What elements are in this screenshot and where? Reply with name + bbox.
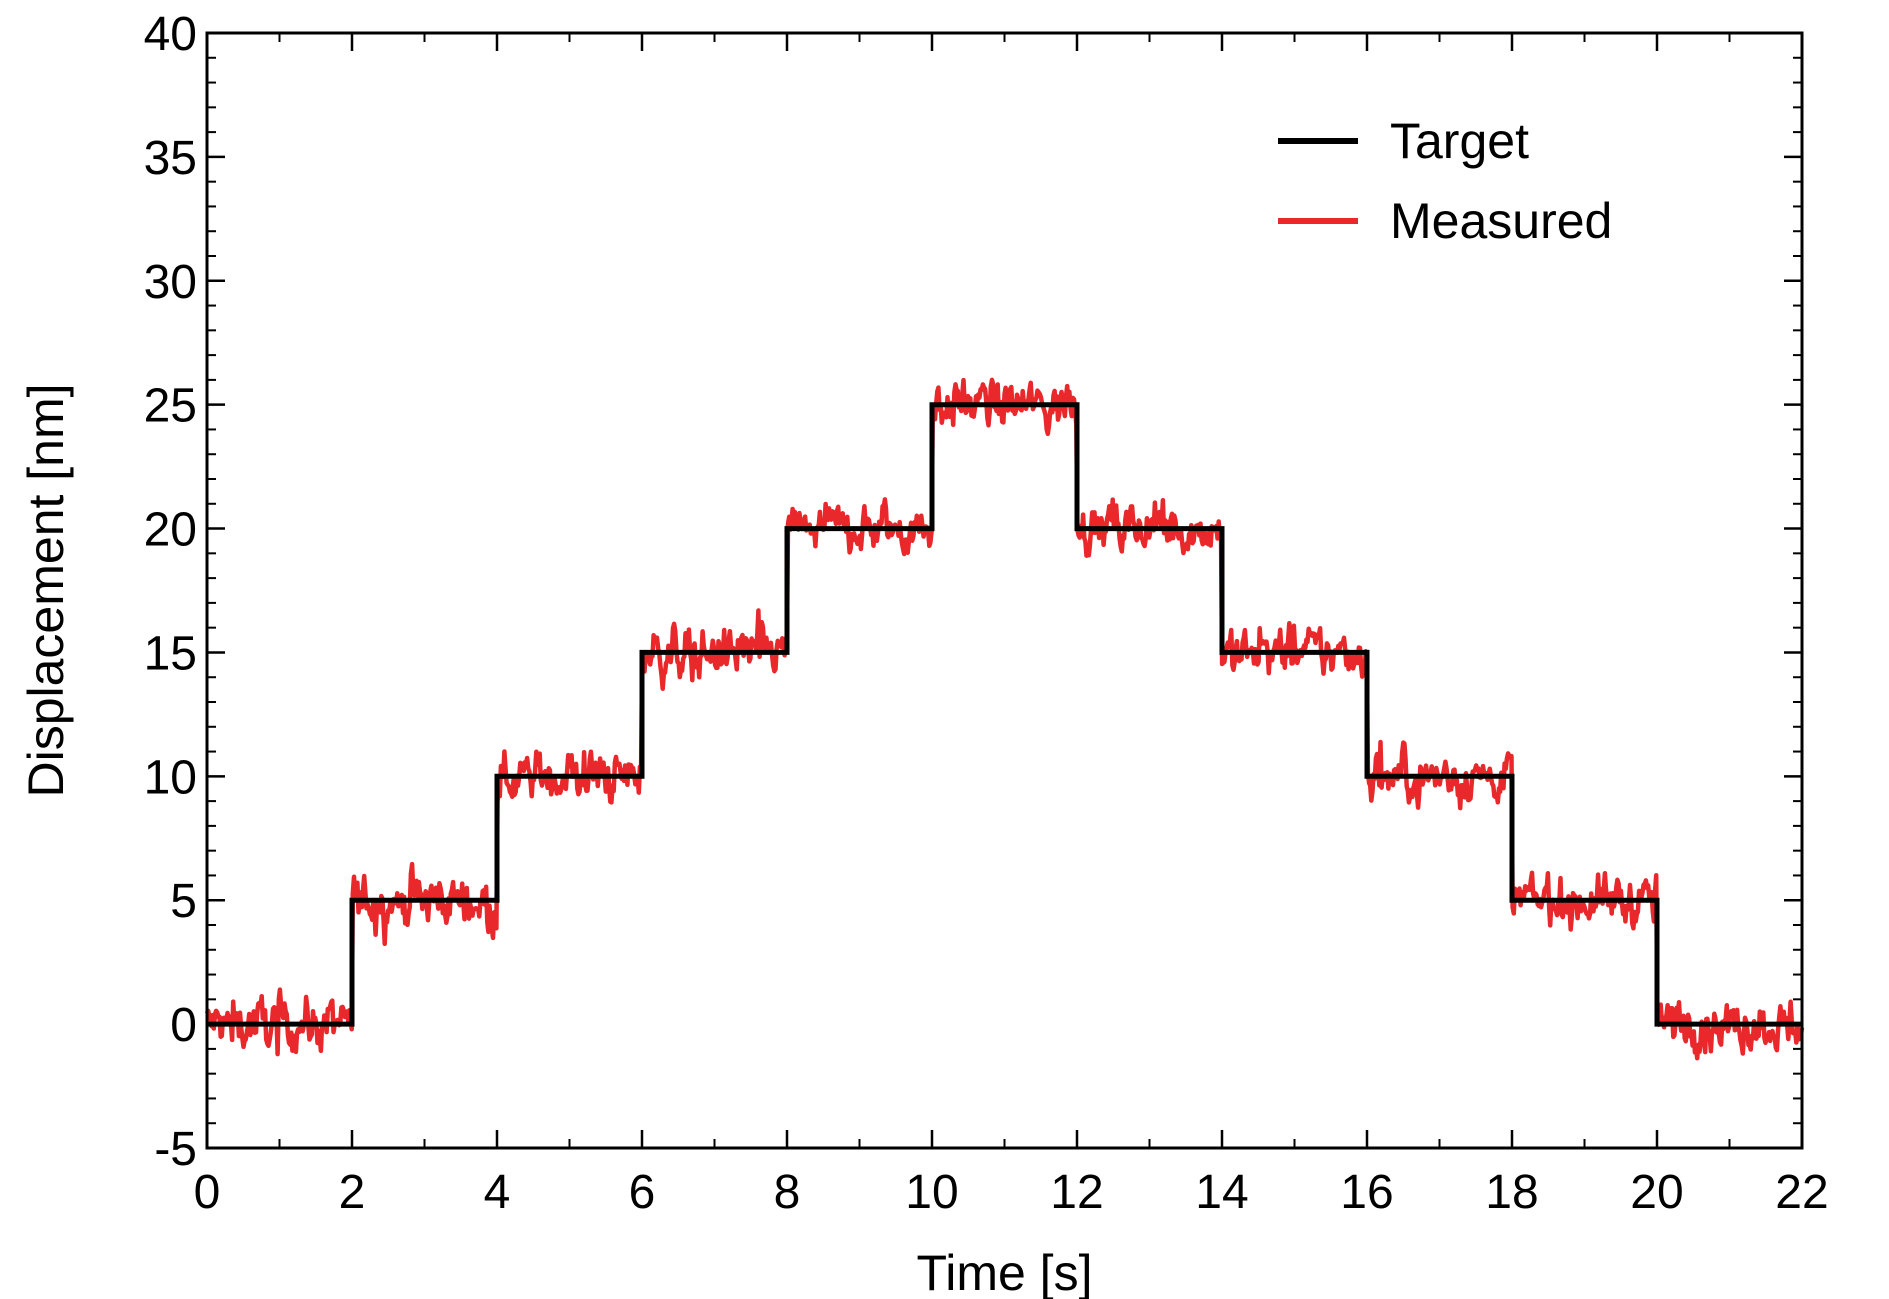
x-tick-label: 4 — [484, 1166, 511, 1219]
x-tick-label: 20 — [1630, 1166, 1683, 1219]
x-tick-label: 16 — [1340, 1166, 1393, 1219]
plot-frame — [205, 31, 1804, 1150]
y-tick-label: 30 — [144, 256, 197, 309]
y-tick-label: -5 — [154, 1123, 197, 1176]
y-tick-label: 10 — [144, 751, 197, 804]
x-tick-label: 10 — [905, 1166, 958, 1219]
y-tick-label: 15 — [144, 627, 197, 680]
x-tick-label: 12 — [1050, 1166, 1103, 1219]
x-tick-label: 8 — [774, 1166, 801, 1219]
x-tick-label: 22 — [1775, 1166, 1828, 1219]
y-tick-label: 25 — [144, 380, 197, 433]
legend-label-measured: Measured — [1390, 193, 1612, 249]
y-tick-label: 5 — [170, 875, 197, 928]
y-tick-label: 0 — [170, 999, 197, 1052]
y-tick-label: 40 — [144, 8, 197, 61]
legend: Target Measured — [1278, 113, 1612, 249]
legend-label-target: Target — [1390, 113, 1529, 169]
plot-lines — [204, 377, 1805, 1061]
x-tick-label: 6 — [629, 1166, 656, 1219]
y-tick-label: 35 — [144, 132, 197, 185]
series-measured-line — [204, 377, 1805, 1061]
x-tick-label: 14 — [1195, 1166, 1248, 1219]
y-axis-title: Displacement [nm] — [18, 383, 74, 797]
series-target-line — [207, 402, 1802, 1027]
x-tick-label: 18 — [1485, 1166, 1538, 1219]
x-axis-title: Time [s] — [917, 1245, 1093, 1299]
x-tick-label: 2 — [339, 1166, 366, 1219]
y-tick-label: 20 — [144, 504, 197, 557]
x-tick-label: 0 — [194, 1166, 221, 1219]
